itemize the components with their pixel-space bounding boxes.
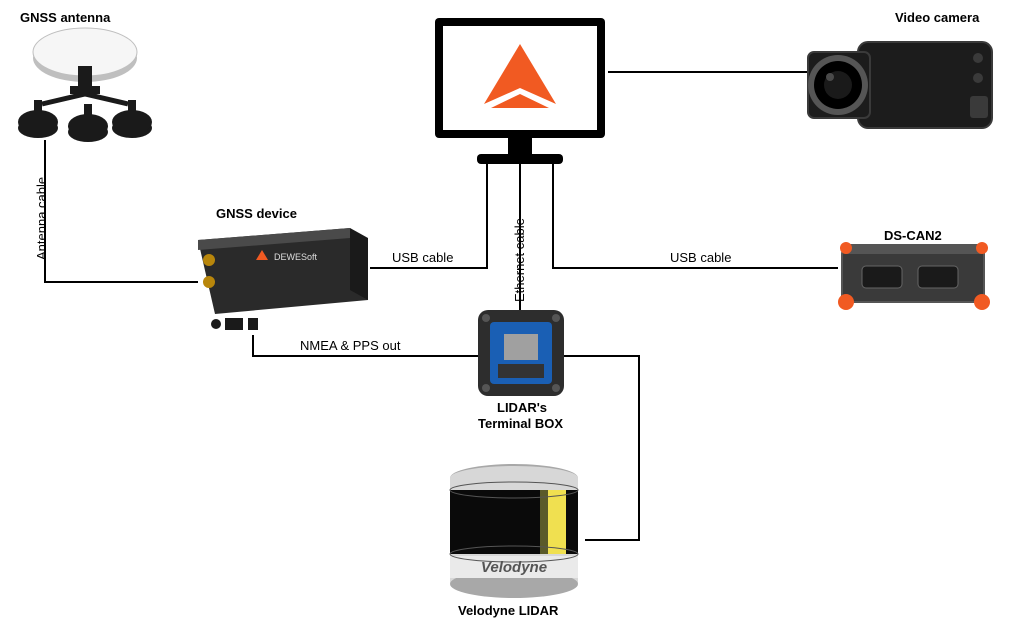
antenna-cable-label: Antenna cable (34, 177, 49, 260)
velodyne-lidar-label: Velodyne LIDAR (458, 603, 558, 618)
video-camera-icon (808, 42, 992, 128)
connection-wires (0, 0, 1024, 631)
velodyne-lidar-icon: Velodyne (450, 464, 578, 598)
svg-text:Velodyne: Velodyne (481, 559, 547, 576)
gnss-device-label: GNSS device (216, 206, 297, 221)
gnss-antenna-icon (18, 28, 152, 142)
dscan2-label: DS-CAN2 (884, 228, 942, 243)
terminal-box-icon (478, 310, 564, 396)
video-camera-label: Video camera (895, 10, 979, 25)
dscan2-icon (838, 242, 990, 310)
svg-text:DEWESoft: DEWESoft (274, 252, 318, 262)
monitor-icon (435, 18, 605, 164)
ethernet-cable-label: Ethernet cable (512, 218, 527, 302)
terminal-box-label-l2: Terminal BOX (478, 416, 563, 431)
nmea-pps-label: NMEA & PPS out (300, 338, 400, 353)
gnss-device-icon: DEWESoft (198, 228, 368, 330)
terminal-box-label-l1: LIDAR's (497, 400, 547, 415)
usb-cable-right-label: USB cable (670, 250, 731, 265)
gnss-antenna-label: GNSS antenna (20, 10, 110, 25)
usb-cable-left-label: USB cable (392, 250, 453, 265)
device-icons: DEWESoft (0, 0, 1024, 631)
diagram-canvas: DEWESoft (0, 0, 1024, 631)
